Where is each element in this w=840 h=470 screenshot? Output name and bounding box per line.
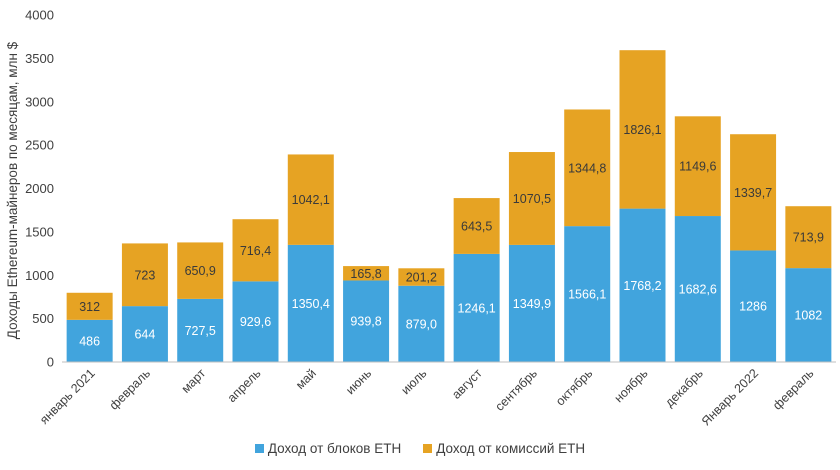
bar-segment [508,244,555,362]
y-tick-label: 3000 [25,94,54,109]
bar-segment [177,298,224,362]
x-tick-label: август [449,366,485,402]
bar-segment [619,208,666,362]
x-tick-label: февраль [107,366,153,412]
x-tick-label: Январь 2022 [699,366,761,428]
legend-label-blocks: Доход от блоков ETH [267,441,402,456]
data-label: 1149,6 [679,160,716,174]
legend-label-fees: Доход от комиссий ETH [436,441,586,456]
bar-segment [343,266,390,281]
bar-segment [730,134,777,251]
data-label: 1344,8 [568,161,606,175]
bar-segment [785,268,832,362]
y-axis-ticks: 0 500 1000 1500 2000 2500 3000 3500 4000 [25,8,54,370]
data-label: 644 [134,328,155,342]
bar-segment [508,152,555,245]
data-label: 486 [79,334,100,348]
bar-segment [287,154,334,245]
data-label: 1682,6 [679,283,717,297]
data-label: 1768,2 [623,279,661,293]
data-label: 1042,1 [292,193,330,207]
data-label: 1339,7 [734,186,772,200]
data-label: 1349,9 [513,297,551,311]
bar-segment [730,250,777,362]
data-label: 201,2 [406,271,437,285]
y-tick-label: 3500 [25,51,54,66]
y-tick-label: 0 [47,355,54,370]
data-label: 1286 [739,300,767,314]
data-label: 929,6 [240,315,271,329]
y-tick-label: 1500 [25,224,54,239]
legend-swatch-fees [423,444,433,453]
bar-segment [674,216,721,362]
data-label: 1350,4 [292,297,330,311]
legend-item-fees: Доход от комиссий ETH [423,441,585,456]
y-tick-label: 1000 [25,268,54,283]
bar-segment [232,281,279,362]
bar-segment [66,319,113,362]
x-tick-label: май [293,366,319,392]
y-tick-label: 500 [32,311,54,326]
bar-segment [564,226,611,362]
legend-item-blocks: Доход от блоков ETH [254,441,402,456]
bar-segment [619,50,666,209]
data-label: 1566,1 [568,288,606,302]
data-label: 713,9 [793,231,824,245]
bar-segment [453,198,500,254]
x-tick-label: июль [398,366,429,397]
y-tick-label: 4000 [25,8,54,23]
data-label: 1246,1 [458,301,496,315]
x-tick-label: март [179,366,209,396]
data-label: 643,5 [461,219,492,233]
data-label: 165,8 [350,267,381,281]
x-tick-label: сентябрь [493,366,541,414]
bar-segment [453,253,500,362]
bar-segment [287,244,334,362]
y-tick-label: 2000 [25,181,54,196]
data-label: 1826,1 [623,123,661,137]
bar-segment [232,219,279,282]
data-label: 312 [79,300,100,314]
bar-segment [66,292,113,320]
bar-segment [121,243,168,307]
data-label: 650,9 [185,264,216,278]
y-tick-label: 2500 [25,138,54,153]
bars: 486 312 644 723 727,5 650,9 929,6 716,4 1350,4 10… [66,50,832,362]
bar-segment [674,116,721,217]
x-tick-label: июнь [343,366,374,397]
x-tick-label: январь 2021 [37,366,98,427]
bar-segment [398,268,445,286]
bar-segment [177,242,224,299]
x-tick-label: апрель [225,366,264,405]
data-label: 939,8 [350,315,381,329]
bar-segment [564,109,611,227]
x-tick-label: декабрь [662,366,706,410]
x-axis-ticks: январь 2021 февраль март апрель май июнь июль а… [37,366,816,429]
data-label: 723 [134,268,155,282]
data-label: 1070,5 [513,192,551,206]
bar-segment [785,206,832,269]
x-tick-label: октябрь [553,366,595,408]
bar-segment [121,306,168,362]
legend: Доход от блоков ETH Доход от комиссий ET… [0,441,840,456]
data-label: 727,5 [185,324,216,338]
data-label: 1082 [794,309,822,323]
data-label: 879,0 [406,317,437,331]
y-axis-label: Доходы Ethereum-майнеров по месяцам, млн… [5,41,20,339]
bar-segment [398,285,445,362]
bar-segment [343,280,390,362]
data-label: 716,4 [240,244,271,258]
x-tick-label: февраль [770,366,816,412]
x-tick-label: ноябрь [612,366,651,405]
legend-swatch-blocks [254,444,264,453]
